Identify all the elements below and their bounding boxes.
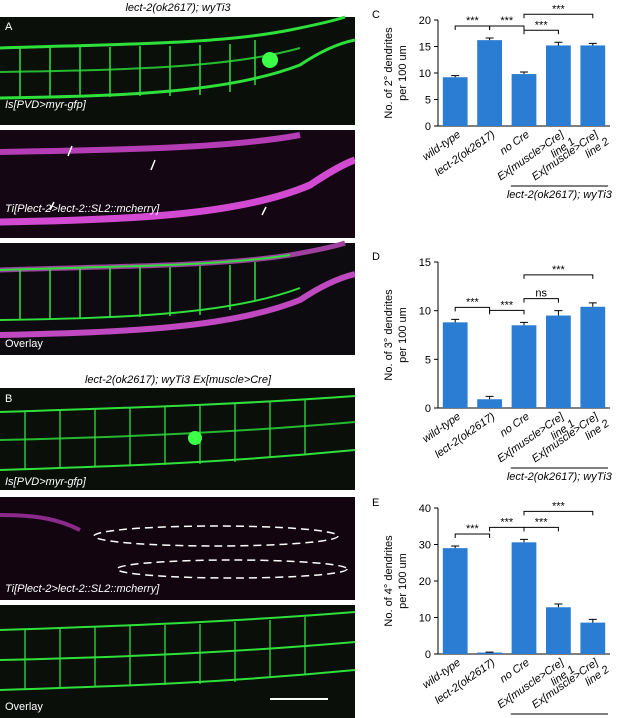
significance-bracket [523, 274, 594, 279]
bar [546, 607, 571, 654]
significance-label: *** [552, 3, 566, 15]
error-bar [520, 538, 528, 543]
bar [580, 45, 606, 126]
y-tick-label: 0 [425, 649, 431, 661]
y-tick-label: 20 [419, 15, 431, 27]
bar [477, 652, 502, 654]
error-bar [554, 603, 563, 608]
significance-label: *** [535, 516, 549, 528]
panel-letter: E [372, 497, 379, 509]
image-label: Overlay [5, 701, 43, 713]
significance-label: *** [466, 296, 480, 308]
bar [511, 542, 537, 654]
y-tick-label: 15 [419, 257, 431, 269]
significance-label: ns [535, 288, 547, 300]
y-tick-label: 40 [419, 503, 431, 515]
bar [546, 45, 571, 126]
significance-bracket [523, 298, 559, 303]
error-bar [588, 42, 597, 46]
error-bar [520, 321, 528, 326]
significance-bracket [489, 25, 525, 31]
image-label: Is[PVD>myr-gfp] [5, 99, 87, 111]
significance-label: *** [500, 299, 514, 311]
y-axis-label: No. of 4° dendrites [383, 535, 395, 627]
y-axis-label: No. of 3° dendrites [383, 289, 395, 381]
error-bar [451, 75, 460, 78]
error-bar [554, 41, 563, 46]
error-bar [588, 618, 597, 623]
y-tick-label: 0 [425, 121, 431, 133]
bar [442, 548, 468, 654]
panel-b-images [0, 388, 355, 718]
x-tick-label: lect-2(ok2617) [433, 128, 498, 178]
image-label: Is[PVD>myr-gfp] [5, 476, 87, 488]
significance-bracket [523, 13, 594, 19]
significance-label: *** [500, 516, 514, 528]
group-label: lect-2(ok2617); wyTi3 [507, 471, 613, 483]
image-label: Ti[Plect-2>lect-2::SL2::mcherry] [5, 203, 160, 215]
error-bar [451, 545, 460, 549]
error-bar [485, 395, 494, 400]
bar [477, 399, 502, 408]
panel-a-images [0, 15, 355, 355]
y-tick-label: 10 [419, 68, 431, 80]
x-tick-label: lect-2(ok2617) [433, 656, 498, 706]
bar [442, 322, 468, 408]
significance-label: *** [552, 264, 566, 276]
significance-bracket [523, 510, 594, 516]
error-bar [520, 71, 528, 75]
significance-bracket [454, 533, 491, 538]
panel-letter: A [5, 21, 13, 33]
error-bar [485, 37, 494, 41]
bar [511, 74, 537, 126]
y-tick-label: 5 [425, 354, 431, 366]
significance-bracket [523, 526, 559, 532]
y-axis-label: per 100 um [397, 553, 409, 609]
y-tick-label: 10 [419, 613, 431, 625]
significance-label: *** [466, 15, 480, 27]
significance-label: *** [500, 15, 514, 27]
error-bar [588, 302, 597, 307]
y-tick-label: 20 [419, 576, 431, 588]
panel-letter: D [372, 251, 380, 263]
y-tick-label: 15 [419, 42, 431, 54]
error-bar [451, 318, 460, 323]
panel-title: lect-2(ok2617); wyTi3 [125, 2, 231, 14]
y-axis-label: No. of 2° dendrites [383, 27, 395, 119]
group-label: lect-2(ok2617); wyTi3 [507, 189, 613, 201]
y-tick-label: 0 [425, 403, 431, 415]
significance-bracket [489, 309, 525, 315]
significance-label: *** [535, 19, 549, 31]
y-tick-label: 30 [419, 540, 431, 552]
bar [580, 306, 606, 408]
y-tick-label: 5 [425, 95, 431, 107]
significance-label: *** [552, 500, 566, 512]
bar [442, 77, 468, 126]
significance-label: *** [466, 523, 480, 535]
x-tick-label: lect-2(ok2617) [433, 410, 498, 460]
bar [546, 315, 571, 408]
y-axis-label: per 100 um [397, 45, 409, 101]
image-label: Ti[Plect-2>lect-2::SL2::mcherry] [5, 583, 160, 595]
error-bar [554, 310, 563, 316]
significance-bracket [454, 306, 491, 312]
bar [580, 622, 606, 654]
panel-title: lect-2(ok2617); wyTi3 Ex[muscle>Cre] [85, 374, 272, 386]
significance-bracket [523, 29, 559, 35]
bar [477, 40, 502, 126]
y-tick-label: 10 [419, 306, 431, 318]
panel-letter: B [5, 393, 12, 405]
y-axis-label: per 100 um [397, 307, 409, 363]
bar [511, 325, 537, 408]
image-label: Overlay [5, 338, 43, 350]
panel-letter: C [372, 9, 380, 21]
